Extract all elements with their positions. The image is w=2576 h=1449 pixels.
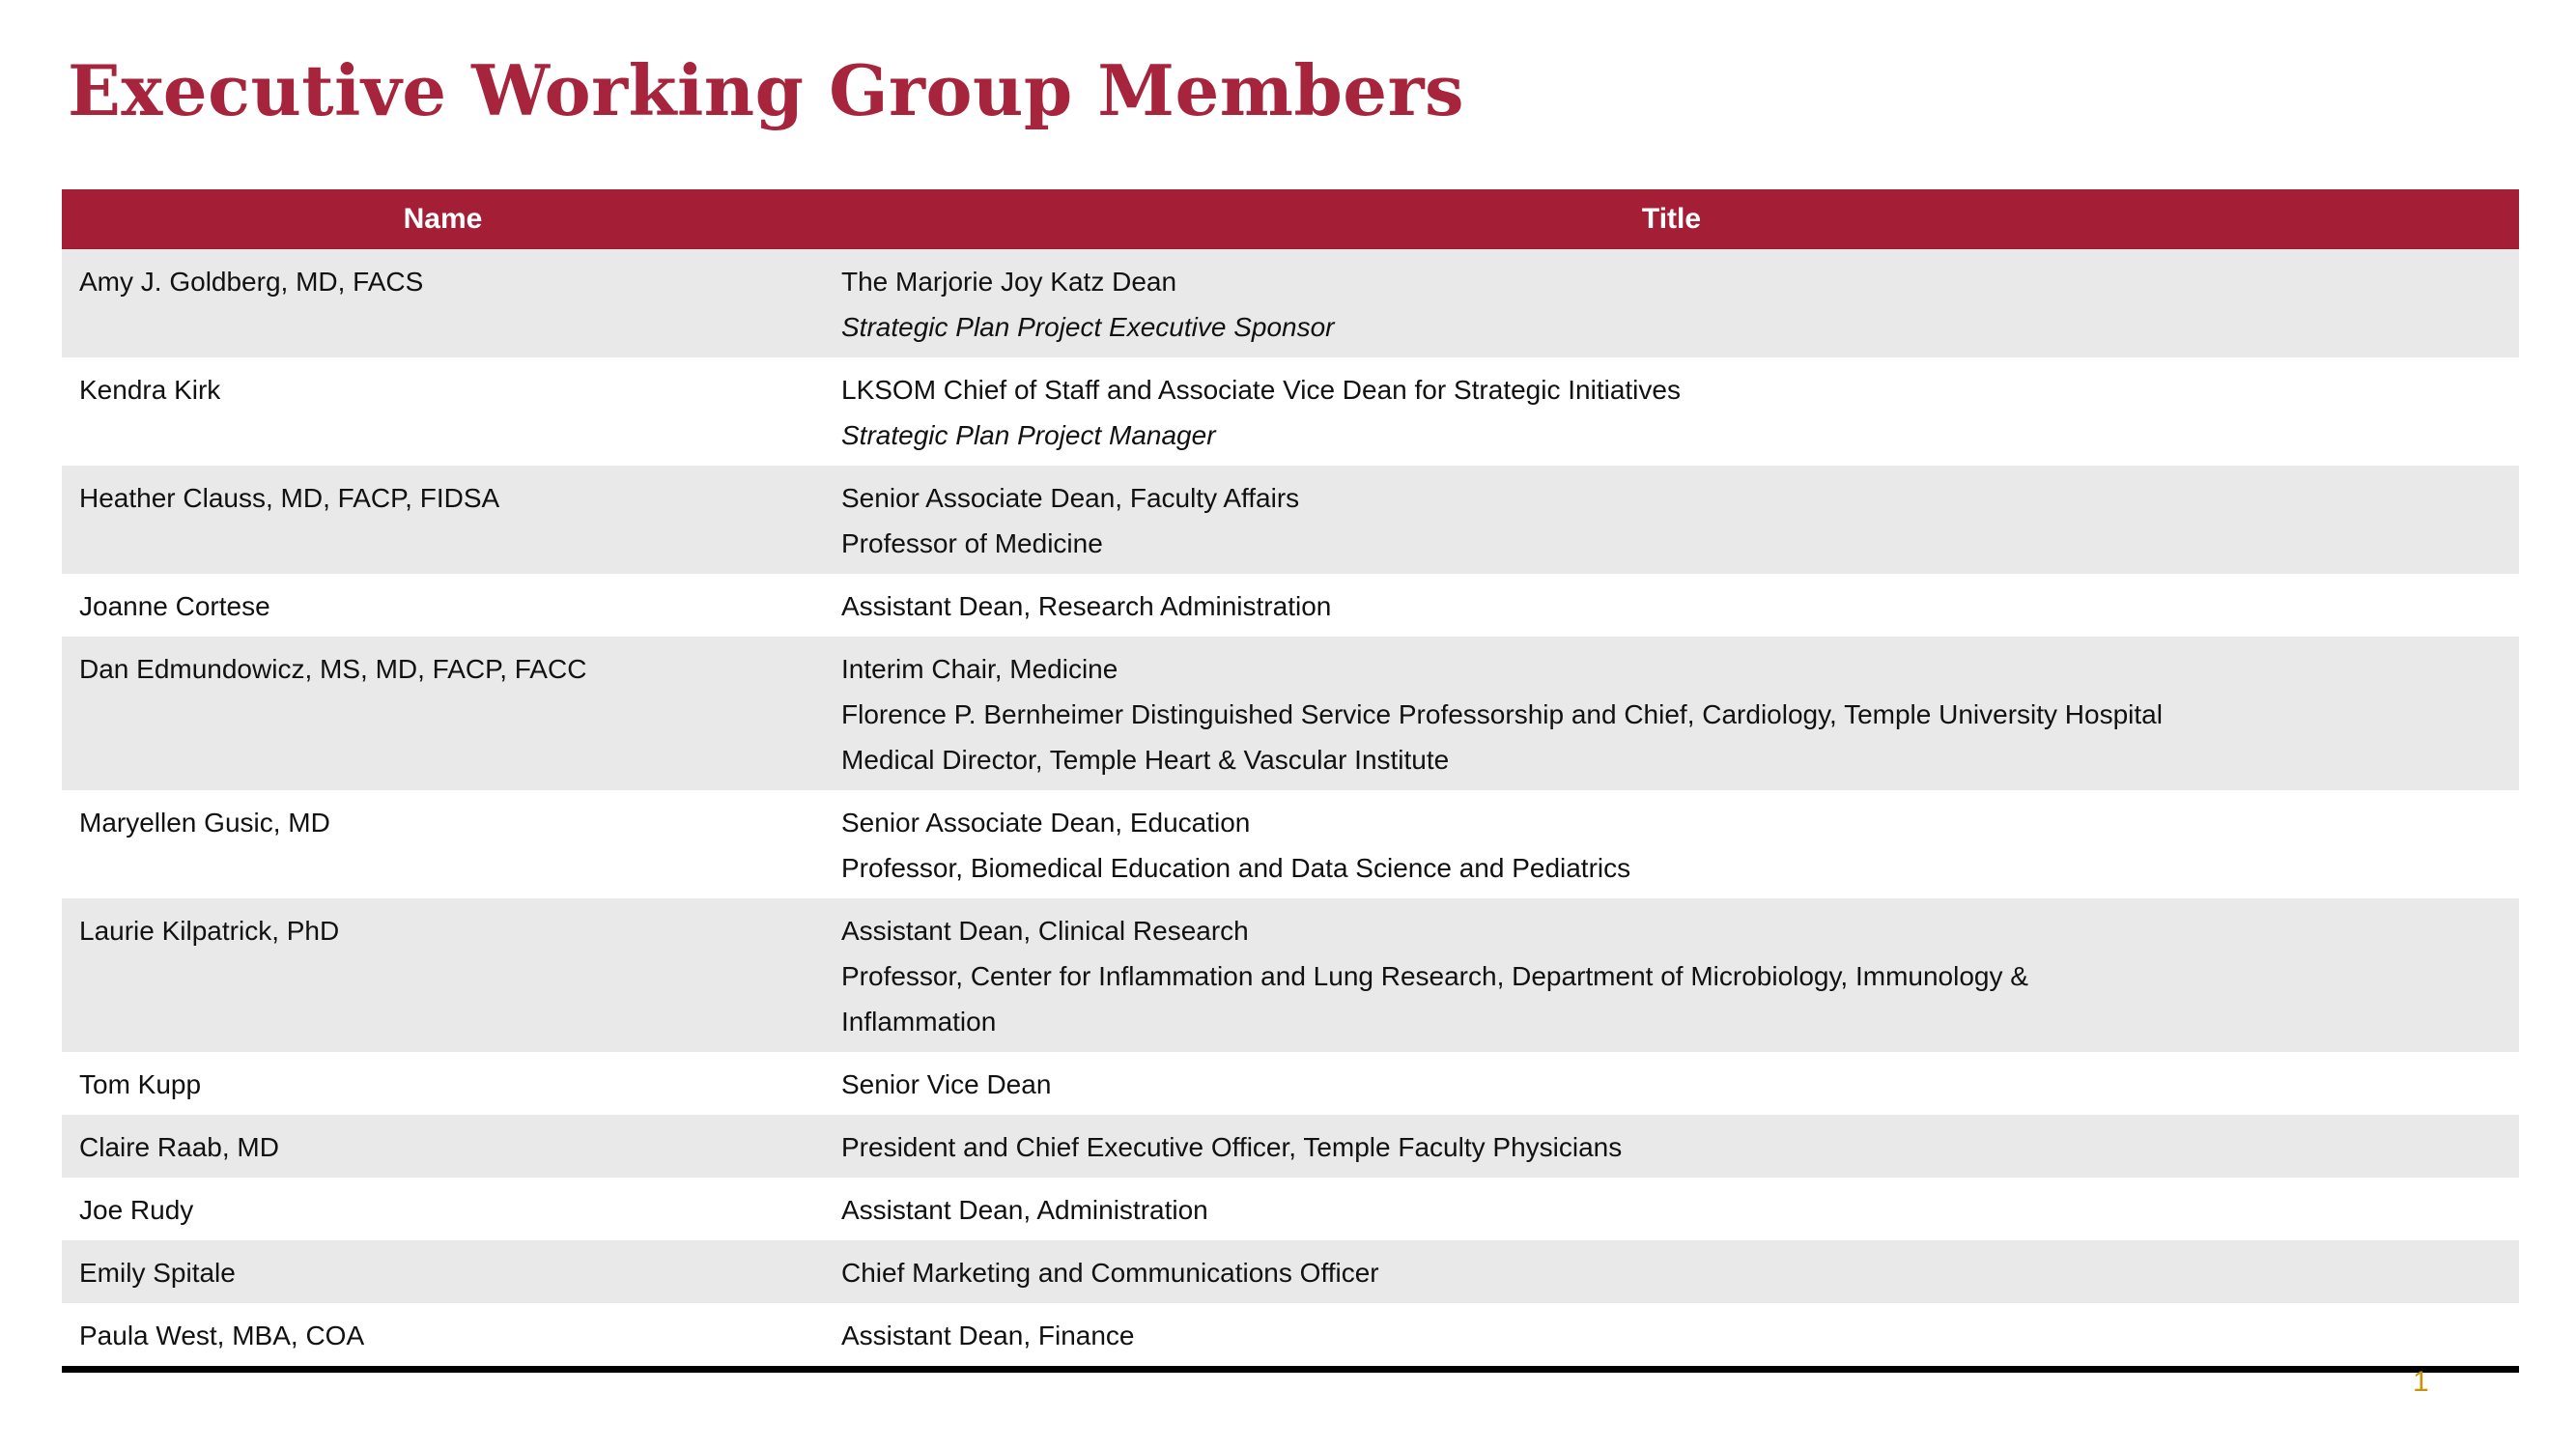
member-title-line: Senior Associate Dean, Faculty Affairs [841, 483, 1300, 513]
member-name: Laurie Kilpatrick, PhD [79, 916, 340, 946]
member-name: Joe Rudy [79, 1195, 194, 1225]
member-name: Dan Edmundowicz, MS, MD, FACP, FACC [79, 654, 587, 684]
member-title: Senior Vice Dean [824, 1052, 2519, 1115]
table-header-row: Name Title [62, 189, 2519, 249]
member-title-line: Chief Marketing and Communications Offic… [841, 1258, 1379, 1288]
member-title-line: Professor of Medicine [841, 528, 1103, 558]
member-title: LKSOM Chief of Staff and Associate Vice … [824, 357, 2519, 466]
member-title-line: Inflammation [841, 1007, 997, 1037]
table-row: Heather Clauss, MD, FACP, FIDSA Senior As… [62, 466, 2519, 574]
member-title: President and Chief Executive Officer, T… [824, 1115, 2519, 1178]
member-name: Heather Clauss, MD, FACP, FIDSA [79, 483, 500, 513]
member-title-line: Assistant Dean, Finance [841, 1321, 1135, 1350]
member-role-line-italic: Strategic Plan Project Executive Sponsor [841, 312, 1335, 342]
table-row: Laurie Kilpatrick, PhD Assistant Dean, Cl… [62, 898, 2519, 1052]
member-name: Emily Spitale [79, 1258, 236, 1288]
table-row: Joe Rudy Assistant Dean, Administration [62, 1178, 2519, 1240]
member-name: Paula West, MBA, COA [79, 1321, 365, 1350]
table-row: Claire Raab, MD President and Chief Execu… [62, 1115, 2519, 1178]
member-title-line: Senior Vice Dean [841, 1069, 1052, 1099]
member-name: Joanne Cortese [79, 591, 270, 621]
member-name: Maryellen Gusic, MD [79, 808, 330, 838]
member-name: Kendra Kirk [79, 375, 221, 405]
bottom-rule [62, 1366, 2519, 1373]
member-title: Assistant Dean, Administration [824, 1178, 2519, 1240]
member-title: Assistant Dean, Research Administration [824, 574, 2519, 637]
member-title-line: The Marjorie Joy Katz Dean [841, 267, 1177, 297]
table-row: Paula West, MBA, COA Assistant Dean, Fina… [62, 1303, 2519, 1366]
table-row: Maryellen Gusic, MD Senior Associate Dean… [62, 790, 2519, 898]
members-table: Name Title Amy J. Goldberg, MD, FACS The … [62, 189, 2519, 1366]
member-title: Interim Chair, Medicine Florence P. Bernh… [824, 637, 2519, 790]
member-name: Tom Kupp [79, 1069, 202, 1099]
table-row: Emily Spitale Chief Marketing and Communi… [62, 1240, 2519, 1303]
member-title: Senior Associate Dean, Education Professo… [824, 790, 2519, 898]
page-title: Executive Working Group Members [68, 49, 1465, 131]
member-role-line-italic: Strategic Plan Project Manager [841, 420, 1216, 450]
member-name: Amy J. Goldberg, MD, FACS [79, 267, 424, 297]
member-name: Claire Raab, MD [79, 1132, 279, 1162]
member-title-line: Professor, Biomedical Education and Data… [841, 853, 1631, 883]
table-row: Amy J. Goldberg, MD, FACS The Marjorie Jo… [62, 249, 2519, 357]
table-row: Dan Edmundowicz, MS, MD, FACP, FACC Inter… [62, 637, 2519, 790]
column-header-title: Title [824, 189, 2519, 249]
member-title-line: Medical Director, Temple Heart & Vascula… [841, 745, 1450, 775]
member-title-line: Assistant Dean, Administration [841, 1195, 1208, 1225]
members-table-container: Name Title Amy J. Goldberg, MD, FACS The … [62, 189, 2519, 1373]
column-header-name: Name [62, 189, 824, 249]
member-title: Assistant Dean, Clinical Research Profess… [824, 898, 2519, 1052]
member-title-line: Assistant Dean, Research Administration [841, 591, 1332, 621]
table-row: Tom Kupp Senior Vice Dean [62, 1052, 2519, 1115]
member-title: The Marjorie Joy Katz Dean Strategic Plan… [824, 249, 2519, 357]
table-row: Joanne Cortese Assistant Dean, Research A… [62, 574, 2519, 637]
member-title-line: Assistant Dean, Clinical Research [841, 916, 1249, 946]
member-title-line: Senior Associate Dean, Education [841, 808, 1251, 838]
member-title-line: Professor, Center for Inflammation and L… [841, 961, 2028, 991]
member-title-line: Interim Chair, Medicine [841, 654, 1118, 684]
member-title: Senior Associate Dean, Faculty Affairs Pr… [824, 466, 2519, 574]
member-title-line: President and Chief Executive Officer, T… [841, 1132, 1623, 1162]
table-body: Amy J. Goldberg, MD, FACS The Marjorie Jo… [62, 249, 2519, 1366]
page-number: 1 [2413, 1366, 2429, 1398]
member-title: Assistant Dean, Finance [824, 1303, 2519, 1366]
table-row: Kendra Kirk LKSOM Chief of Staff and Asso… [62, 357, 2519, 466]
member-title-line: Florence P. Bernheimer Distinguished Ser… [841, 699, 2163, 729]
member-title-line: LKSOM Chief of Staff and Associate Vice … [841, 375, 1681, 405]
member-title: Chief Marketing and Communications Offic… [824, 1240, 2519, 1303]
